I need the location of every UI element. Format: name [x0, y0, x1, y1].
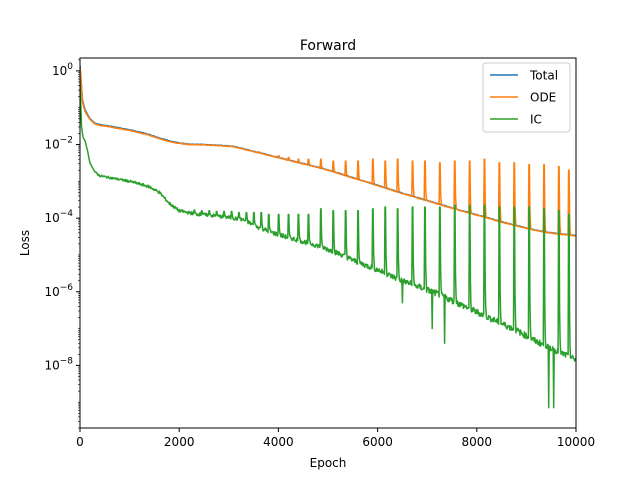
legend-label-ic: IC: [530, 113, 542, 127]
y-tick-label: 10−6: [44, 283, 73, 299]
legend: Total ODE IC: [482, 62, 571, 133]
y-axis-ticks: 100 10−2 10−4 10−6 10−8: [44, 59, 80, 429]
y-tick-label: 10−8: [44, 356, 73, 372]
legend-label-ode: ODE: [530, 91, 556, 105]
series-line-ode: [80, 67, 576, 237]
x-tick-label: 6000: [362, 435, 393, 449]
y-tick-label: 10−4: [44, 209, 73, 225]
x-tick-label: 10000: [557, 435, 595, 449]
chart-title: Forward: [300, 38, 356, 54]
legend-label-total: Total: [529, 69, 558, 83]
x-tick-label: 4000: [263, 435, 294, 449]
plot-frame: [79, 57, 577, 429]
x-tick-label: 8000: [462, 435, 493, 449]
legend-box: [482, 62, 571, 133]
series-line-ic: [80, 81, 576, 409]
x-tick-label: 0: [76, 435, 84, 449]
y-axis-label: Loss: [18, 230, 32, 256]
x-tick-label: 2000: [164, 435, 195, 449]
y-tick-label: 10−2: [44, 136, 73, 152]
x-axis-label: Epoch: [310, 456, 347, 470]
x-axis-ticks: 0 2000 4000 6000 8000 10000: [76, 428, 595, 449]
y-tick-label: 100: [52, 62, 73, 78]
